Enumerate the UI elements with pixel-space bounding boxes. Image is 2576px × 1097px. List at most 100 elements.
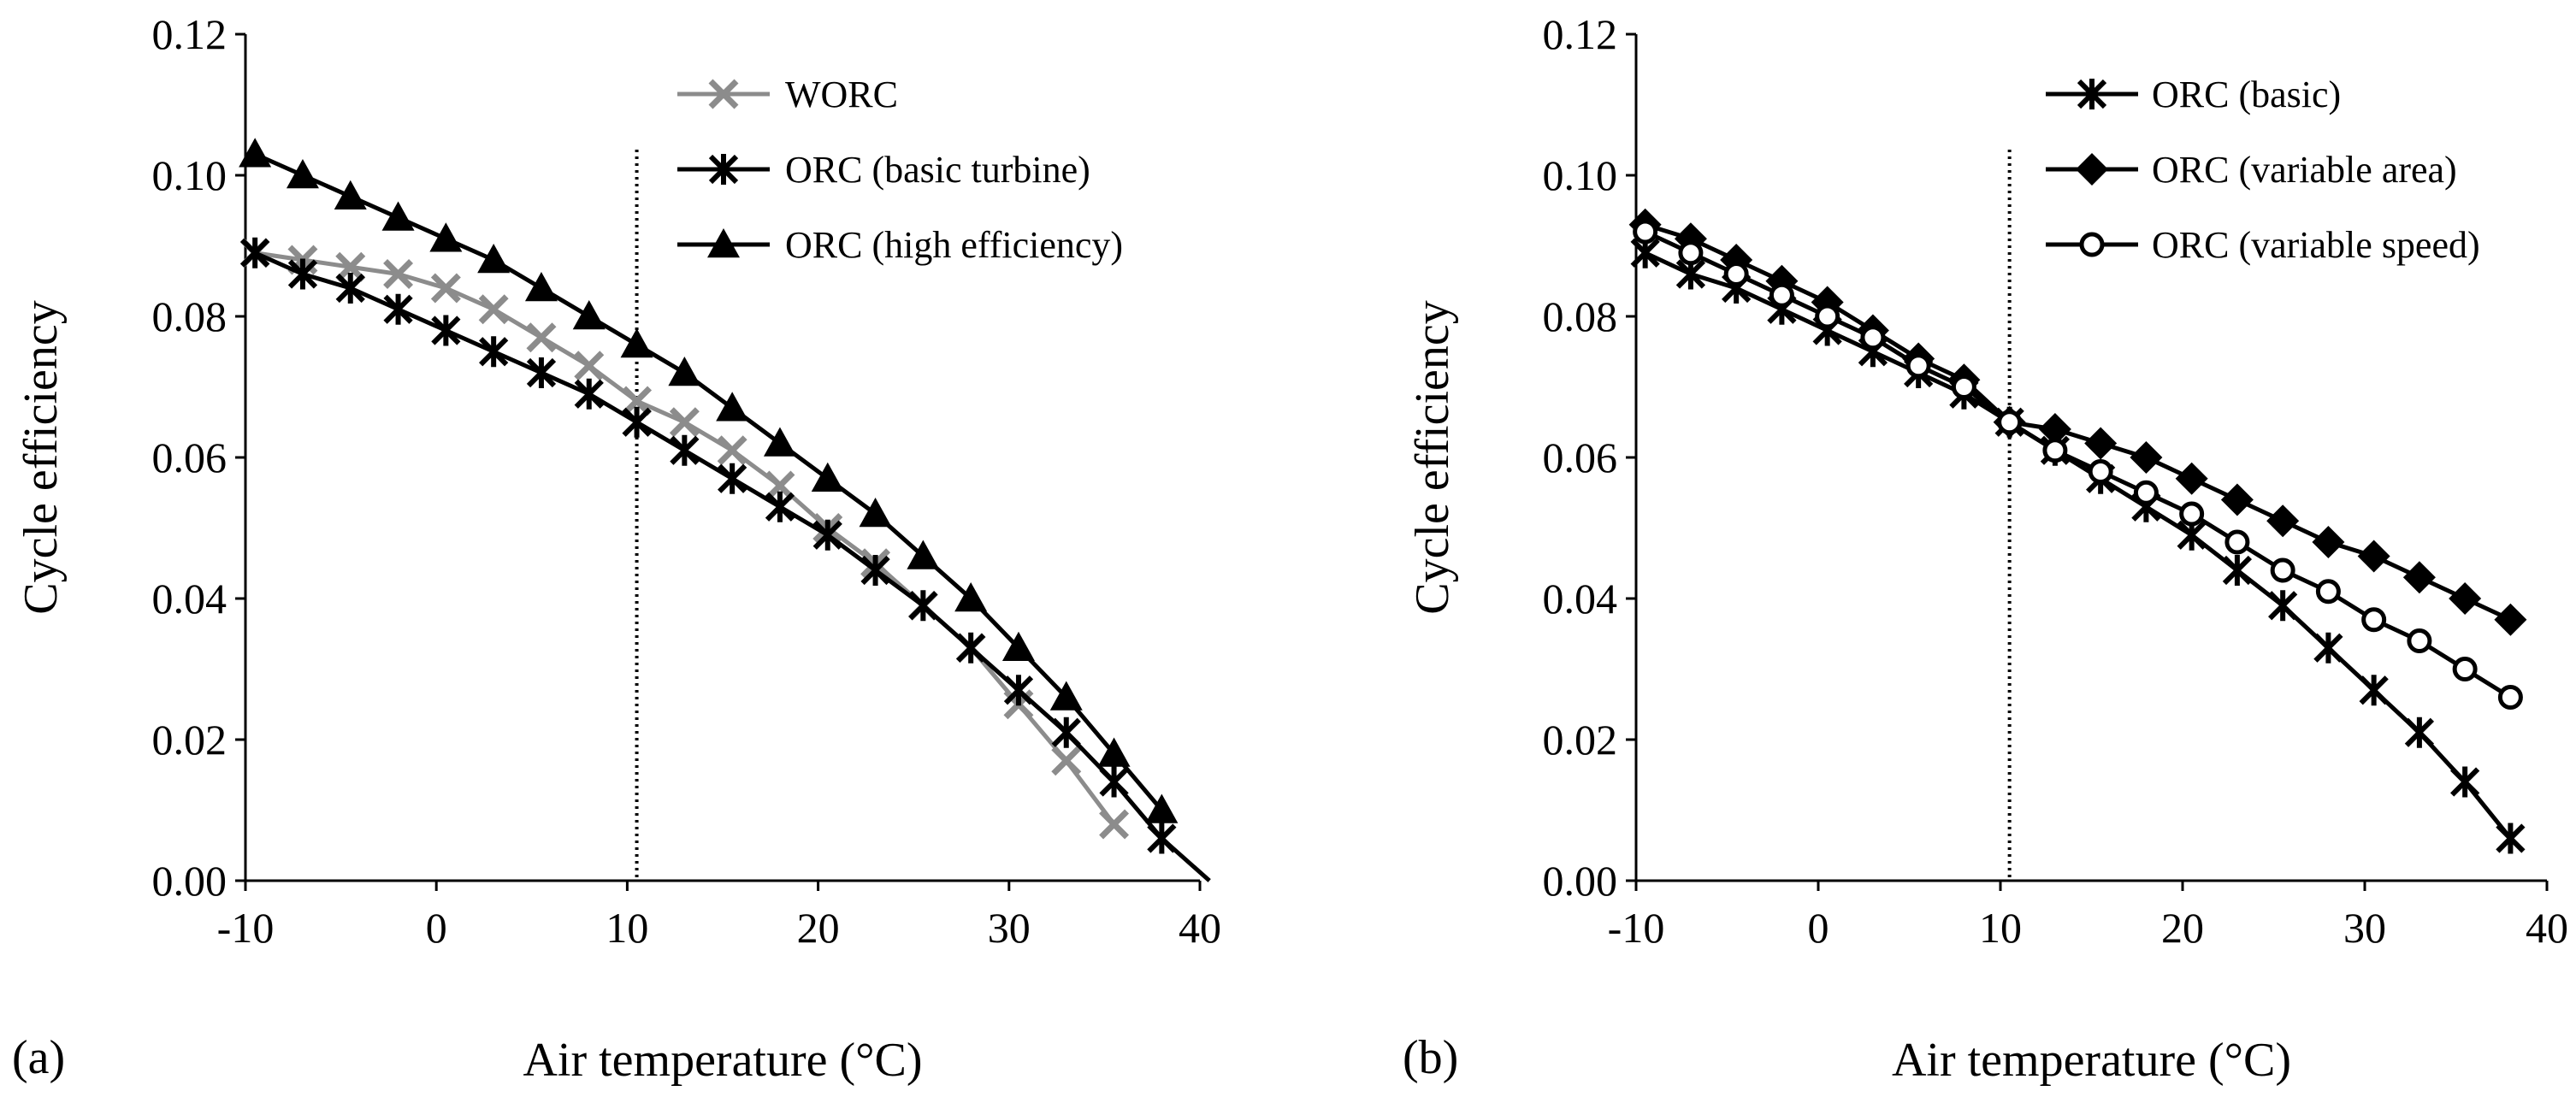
legend-label: WORC (785, 74, 898, 115)
data-point (2220, 483, 2254, 516)
x-tick-label: 30 (988, 904, 1031, 952)
y-tick-label: 0.02 (1543, 716, 1618, 764)
data-point (574, 378, 604, 410)
data-point (2452, 657, 2478, 681)
data-point (2130, 441, 2163, 474)
data-point (670, 434, 700, 466)
data-point (2270, 557, 2295, 583)
data-point (381, 201, 415, 231)
legend-entry: ORC (basic turbine) (677, 149, 1090, 191)
data-point (2449, 582, 2482, 615)
data-point (287, 258, 318, 290)
y-tick-label: 0.12 (152, 10, 227, 58)
data-point (1003, 675, 1034, 706)
data-point (335, 273, 365, 304)
data-point (2042, 438, 2068, 463)
data-point (478, 294, 509, 325)
data-point (479, 336, 509, 368)
x-tick-label: 10 (1979, 904, 2022, 952)
x-axis-label: Air temperature (°C) (1892, 1034, 2291, 1087)
data-point (524, 272, 558, 302)
y-tick-label: 0.06 (1543, 433, 1618, 481)
data-point (2222, 555, 2253, 586)
data-point (2175, 462, 2208, 495)
legend-label: ORC (basic turbine) (785, 149, 1090, 191)
panel-label: (a) (12, 1031, 65, 1084)
x-axis-label: Air temperature (°C) (523, 1034, 922, 1087)
data-point (956, 632, 986, 664)
legend-entry: ORC (high efficiency) (677, 224, 1123, 266)
data-point (907, 540, 940, 569)
data-point (431, 315, 461, 346)
series-orc-high-efficiency (239, 138, 1179, 823)
data-point (1051, 717, 1081, 748)
data-point (765, 491, 795, 522)
data-point (240, 237, 270, 268)
series-orc-basic (1630, 237, 2526, 854)
legend-label: ORC (high efficiency) (785, 224, 1123, 266)
y-tick-label: 0.00 (152, 857, 227, 905)
data-point (620, 328, 653, 358)
data-point (383, 259, 414, 289)
data-point (2357, 540, 2390, 573)
x-tick-label: 10 (606, 904, 648, 952)
data-point (2497, 685, 2523, 710)
data-point (526, 357, 557, 388)
series-line (254, 251, 1211, 882)
x-tick-label: 0 (1808, 904, 1829, 952)
series-orc-basic-turbine (240, 237, 1211, 882)
y-tick-label: 0.10 (1543, 151, 1618, 199)
legend-label: ORC (variable speed) (2152, 224, 2480, 266)
data-point (2313, 632, 2343, 664)
y-tick-label: 0.06 (152, 433, 227, 481)
legend-marker (2076, 153, 2108, 186)
data-point (860, 555, 890, 586)
legend-entry: WORC (677, 74, 898, 115)
y-tick-label: 0.00 (1543, 857, 1618, 905)
data-point (477, 244, 511, 274)
series-line (254, 251, 1116, 826)
data-point (1001, 631, 1035, 661)
data-point (383, 293, 413, 325)
data-point (669, 407, 700, 438)
data-point (622, 406, 652, 438)
data-point (2359, 675, 2389, 706)
data-point (908, 590, 938, 622)
data-point (1997, 410, 2023, 435)
y-tick-label: 0.02 (152, 716, 227, 764)
data-point (2088, 459, 2113, 484)
data-point (668, 357, 701, 386)
data-point (716, 392, 749, 422)
data-point (1145, 793, 1179, 823)
series-worc (239, 238, 1130, 840)
data-point (2268, 590, 2298, 622)
legend-entry: ORC (variable area) (2046, 149, 2457, 191)
y-axis-label: Cycle efficiency (1406, 300, 1459, 614)
data-point (765, 470, 795, 501)
data-point (859, 498, 892, 528)
data-point (1097, 737, 1131, 767)
data-point (2133, 480, 2159, 505)
data-point (1678, 240, 1704, 266)
data-point (1769, 282, 1794, 308)
y-tick-label: 0.04 (1543, 575, 1618, 622)
data-point (430, 273, 461, 304)
y-tick-label: 0.10 (152, 151, 227, 199)
data-point (2361, 607, 2387, 633)
data-point (622, 386, 653, 416)
x-tick-label: 40 (2526, 904, 2568, 952)
data-point (1951, 375, 1976, 399)
legend-label: ORC (variable area) (2152, 149, 2457, 191)
data-point (2224, 529, 2250, 555)
data-point (2312, 526, 2345, 558)
legend-marker (2079, 232, 2105, 257)
data-point (1099, 766, 1129, 798)
data-point (239, 138, 272, 168)
data-point (429, 222, 463, 252)
x-tick-label: -10 (217, 904, 275, 952)
data-point (1049, 681, 1083, 711)
data-point (2402, 561, 2436, 594)
chart-panel-b: 0.00 0.02 0.04 0.06 0.08 0.10 0.12 -10 0 10 20 30 40… (1403, 10, 2568, 1087)
data-point (763, 427, 796, 457)
